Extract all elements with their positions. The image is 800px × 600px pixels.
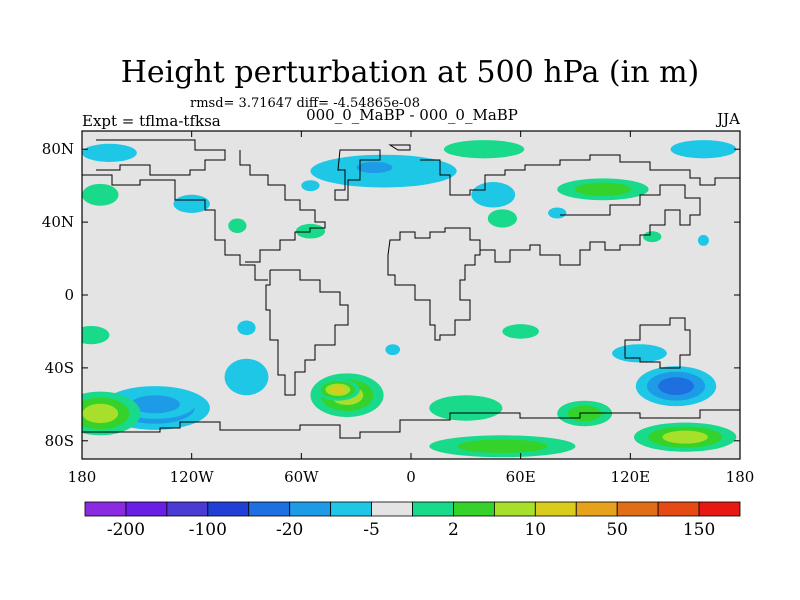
colorbar-label: 150	[683, 520, 715, 540]
anomaly-26-level-1	[502, 324, 539, 339]
anomaly-5-level-4	[330, 385, 346, 394]
x-tick-label: 0	[406, 468, 416, 486]
anomaly-27-level-1	[82, 325, 110, 345]
colorbar: -200 -100 -20 -5 2 10 50 150	[84, 501, 741, 540]
y-tick-label: 80N	[42, 140, 74, 158]
anomaly-9-level-3	[662, 430, 708, 444]
colorbar-swatch	[575, 501, 618, 517]
anomaly-24-level-1	[487, 209, 518, 228]
anomaly-20-level-1	[228, 218, 247, 234]
x-tick-label: 60W	[284, 468, 319, 486]
map-panel: 180 120W 60W 0 60E 120E 180 80N 40N 0 40S 80S	[42, 130, 755, 486]
anomaly-6-level-1	[429, 395, 503, 421]
colorbar-swatch	[657, 501, 700, 517]
axis-ticks	[81, 131, 741, 459]
colorbar-label: 10	[524, 520, 546, 540]
anomaly-8-level-3	[658, 377, 694, 396]
chart-title: Height perturbation at 500 hPa (in m)	[121, 55, 699, 90]
anomaly-31-level-1	[385, 344, 401, 356]
colorbar-swatch	[207, 501, 250, 517]
coastlines	[82, 139, 740, 439]
colorbar-swatch	[166, 501, 209, 517]
y-tick-label: 80S	[45, 432, 74, 450]
colorbar-swatch	[493, 501, 536, 517]
colorbar-swatch	[534, 501, 577, 517]
y-tick-label: 40S	[45, 359, 74, 377]
anomaly-3-level-3	[82, 403, 119, 424]
colorbar-swatch	[248, 501, 291, 517]
colorbar-swatch	[84, 501, 127, 517]
x-tick-label: 180	[726, 468, 755, 486]
colorbar-swatch	[453, 501, 495, 517]
colorbar-label: 2	[448, 520, 459, 540]
x-tick-label: 60E	[506, 468, 536, 486]
anomaly-2-level-1	[224, 358, 269, 396]
anomaly-28-level-1	[237, 320, 256, 336]
anomaly-15-level-2	[574, 182, 632, 197]
y-tick-label: 0	[64, 286, 74, 304]
colorbar-swatch	[371, 501, 413, 517]
anomaly-29-level-1	[643, 231, 662, 243]
y-axis-labels: 80N 40N 0 40S 80S	[42, 140, 74, 450]
height-field	[82, 131, 740, 459]
stats-text: rmsd= 3.71647 diff= -4.54865e-08	[190, 96, 420, 111]
experiment-label: Expt = tflma-tfksa	[82, 112, 221, 130]
anomaly-14-level-1	[443, 140, 525, 159]
period-label: 000_0_MaBP - 000_0_MaBP	[306, 106, 518, 124]
x-axis-labels: 180 120W 60W 0 60E 120E 180	[68, 468, 755, 486]
y-tick-label: 40N	[42, 213, 74, 231]
colorbar-swatch	[289, 501, 332, 517]
anomaly-19-level-1	[173, 194, 210, 213]
anomaly-7-level-2	[457, 439, 548, 453]
anomaly-13-level-2	[356, 161, 393, 174]
anomaly-16-level-1	[670, 140, 737, 159]
anomaly-1-level-2	[130, 395, 180, 414]
colorbar-label: 50	[606, 520, 628, 540]
season-label: JJA	[715, 110, 740, 128]
colorbar-swatch	[412, 501, 454, 517]
anomaly-11-level-1	[612, 344, 667, 363]
anomaly-23-level-1	[471, 182, 516, 208]
x-tick-label: 120E	[611, 468, 651, 486]
colorbar-label: -100	[189, 520, 227, 540]
anomaly-22-level-1	[301, 180, 320, 192]
colorbar-swatch	[616, 501, 659, 517]
colorbar-label: -200	[107, 520, 145, 540]
x-tick-label: 180	[68, 468, 97, 486]
x-tick-label: 120W	[170, 468, 215, 486]
anomaly-30-level-1	[697, 234, 709, 246]
colorbar-swatch	[698, 501, 741, 517]
anomaly-18-level-1	[82, 183, 119, 206]
anomaly-17-level-1	[82, 143, 137, 162]
colorbar-swatch	[125, 501, 168, 517]
anomaly-25-level-1	[548, 207, 567, 219]
colorbar-swatch	[330, 501, 372, 517]
colorbar-label: -20	[276, 520, 303, 540]
colorbar-label: -5	[363, 520, 380, 540]
